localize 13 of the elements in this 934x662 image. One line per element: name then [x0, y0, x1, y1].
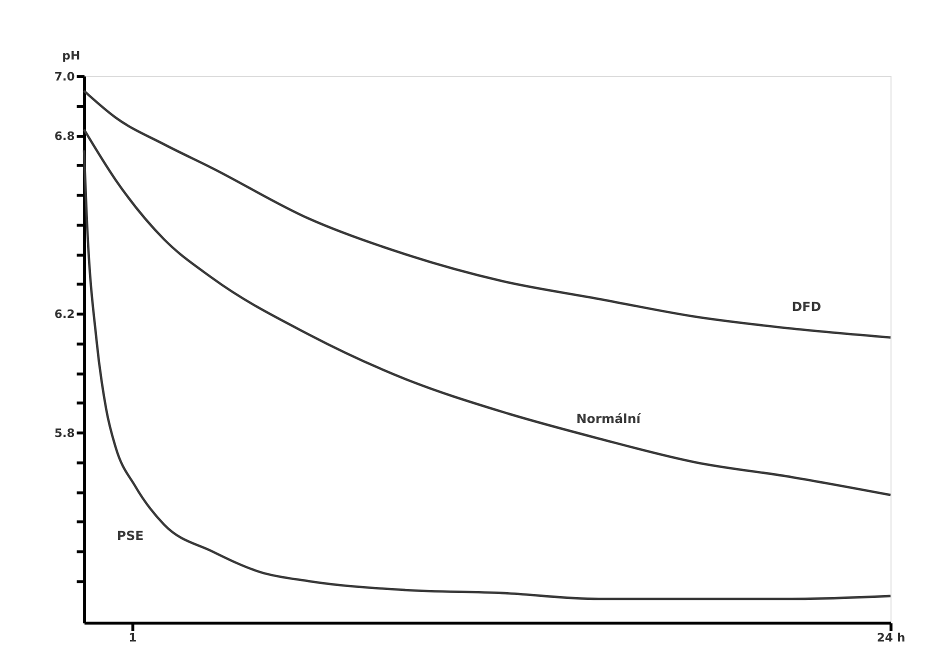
x-tick-label: 24 h — [876, 630, 906, 645]
y-tick-label: 5.8 — [54, 426, 75, 440]
y-axis-title: pH — [62, 48, 80, 63]
x-tick-label: 1 — [128, 630, 137, 645]
line-series — [82, 128, 892, 496]
y-tick-label: 6.2 — [54, 307, 75, 322]
line-series — [82, 90, 892, 339]
series-label: PSE — [116, 528, 144, 544]
y-tick-label: 7.0 — [54, 69, 75, 84]
y-tick-label: 6.8 — [54, 128, 75, 143]
series-label: Normální — [576, 411, 642, 426]
line-series — [82, 149, 892, 600]
series-label: DFD — [792, 299, 822, 314]
